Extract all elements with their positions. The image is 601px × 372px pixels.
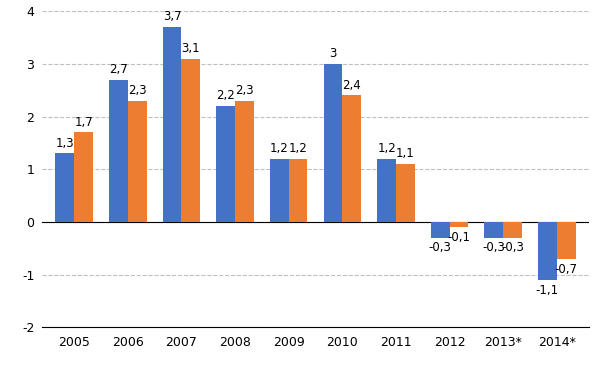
Bar <box>270 159 288 222</box>
Bar <box>503 222 522 238</box>
Bar <box>323 64 343 222</box>
Bar <box>450 222 468 227</box>
Text: 2,2: 2,2 <box>216 89 235 102</box>
Bar <box>288 159 308 222</box>
Text: 3,7: 3,7 <box>163 10 182 23</box>
Text: -1,1: -1,1 <box>536 283 559 296</box>
Bar <box>75 132 93 222</box>
Bar <box>109 80 128 222</box>
Text: -0,3: -0,3 <box>429 241 451 254</box>
Text: -0,7: -0,7 <box>555 263 578 276</box>
Bar <box>431 222 450 238</box>
Bar <box>377 159 396 222</box>
Text: -0,3: -0,3 <box>501 241 524 254</box>
Text: 2,3: 2,3 <box>235 84 254 97</box>
Bar <box>396 164 415 222</box>
Text: 1,1: 1,1 <box>396 147 415 160</box>
Bar <box>163 27 182 222</box>
Text: 2,4: 2,4 <box>343 79 361 92</box>
Text: 1,3: 1,3 <box>55 137 74 150</box>
Text: 1,2: 1,2 <box>377 142 396 155</box>
Text: 2,3: 2,3 <box>128 84 147 97</box>
Bar <box>484 222 503 238</box>
Text: 3: 3 <box>329 47 337 60</box>
Bar <box>216 106 235 222</box>
Bar <box>55 153 75 222</box>
Bar <box>235 101 254 222</box>
Text: 1,2: 1,2 <box>270 142 288 155</box>
Bar <box>128 101 147 222</box>
Text: -0,1: -0,1 <box>448 231 471 244</box>
Text: 2,7: 2,7 <box>109 63 128 76</box>
Bar <box>538 222 557 280</box>
Bar <box>343 96 361 222</box>
Bar <box>557 222 576 259</box>
Bar <box>182 58 200 222</box>
Text: 1,2: 1,2 <box>288 142 308 155</box>
Text: -0,3: -0,3 <box>483 241 505 254</box>
Text: 3,1: 3,1 <box>182 42 200 55</box>
Text: 1,7: 1,7 <box>75 116 93 129</box>
